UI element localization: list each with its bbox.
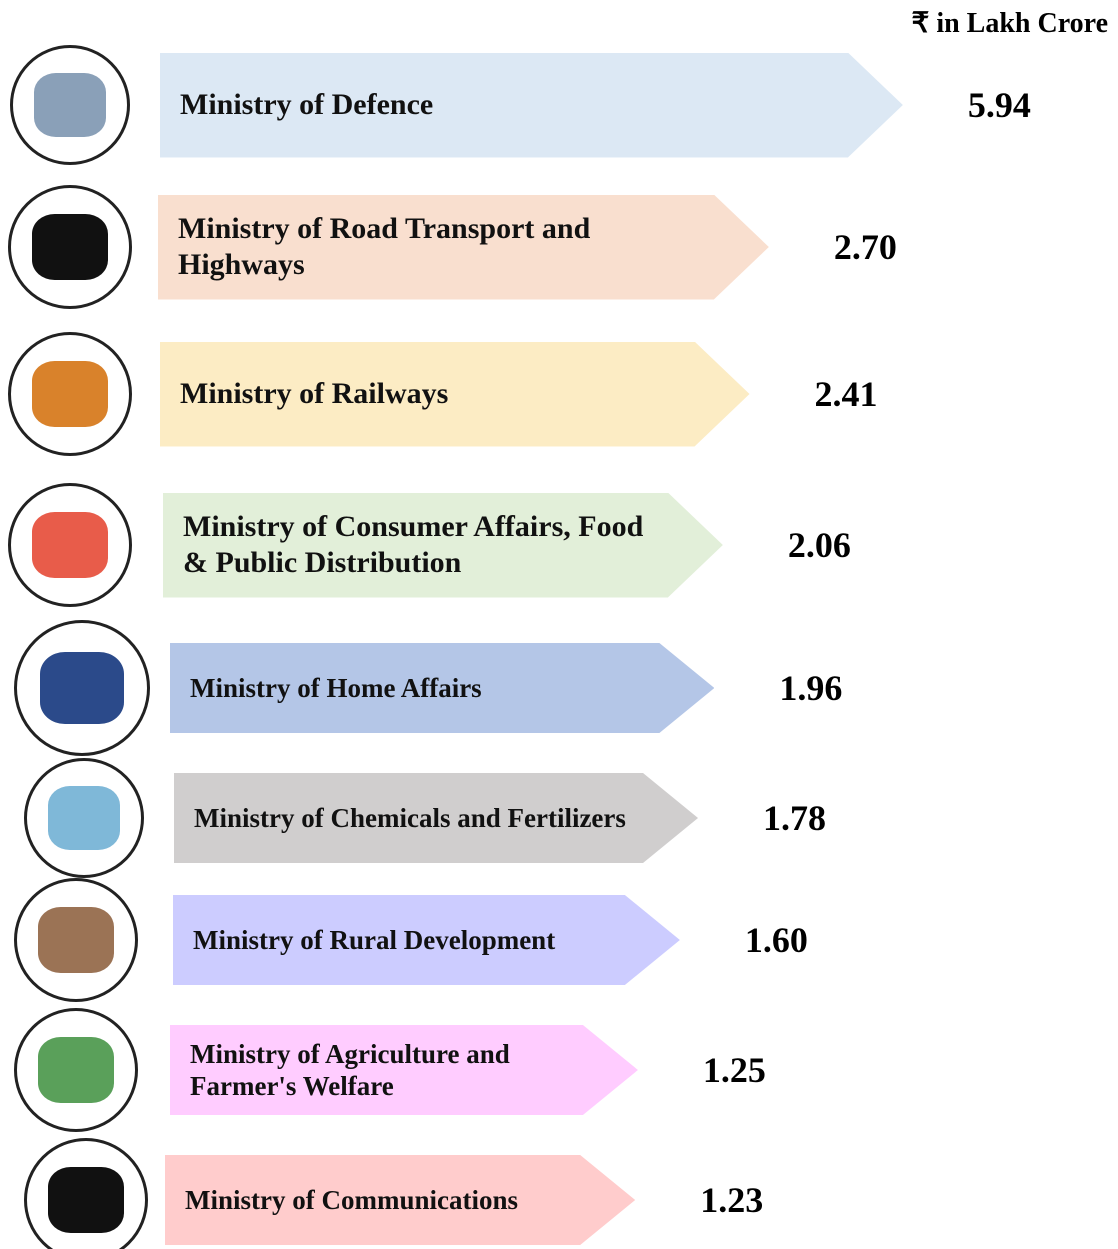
ministry-icon (8, 332, 132, 456)
icon-shape (33, 73, 107, 137)
bar (170, 643, 714, 733)
icon-shape (38, 1036, 114, 1104)
bar-label: Ministry of Home Affairs (190, 672, 482, 703)
icon-shape (32, 511, 108, 579)
bar (160, 53, 903, 158)
bar-label: Ministry of Road Transport and Highways (178, 212, 591, 281)
value-label: 2.41 (814, 374, 878, 414)
bar (165, 1155, 635, 1245)
value-label: 5.94 (967, 85, 1031, 125)
bar (160, 342, 750, 447)
ministry-icon (8, 185, 132, 309)
icon-shape (40, 651, 124, 725)
bar-label: Ministry of Communications (185, 1184, 518, 1215)
icon-shape (32, 213, 108, 281)
ministry-icon (24, 758, 144, 878)
bar-label: Ministry of Railways (180, 377, 449, 410)
icon-shape (32, 360, 108, 428)
bar (158, 195, 769, 300)
icon-shape (38, 906, 114, 974)
ministry-icon (8, 483, 132, 607)
value-label: 2.06 (787, 525, 851, 565)
ministry-icon (24, 1138, 148, 1249)
icon-shape (48, 1166, 124, 1234)
ministry-icon (10, 45, 130, 165)
value-label: 1.60 (744, 920, 808, 960)
value-label: 2.70 (833, 227, 897, 267)
bar (174, 773, 698, 863)
value-label: 1.78 (763, 798, 827, 838)
bar-label: Ministry of Rural Development (193, 924, 556, 955)
value-label: 1.25 (702, 1050, 766, 1090)
bar-label: Ministry of Agriculture and Farmer's Wel… (190, 1038, 510, 1101)
bar (163, 493, 723, 598)
bar (173, 895, 680, 985)
ministry-icon (14, 1008, 138, 1132)
bar-label: Ministry of Defence (180, 88, 434, 121)
unit-label: ₹ in Lakh Crore (911, 8, 1108, 39)
value-label: 1.96 (779, 668, 843, 708)
bar-label: Ministry of Chemicals and Fertilizers (194, 802, 626, 833)
ministry-icon (14, 620, 150, 756)
bar-label: Ministry of Consumer Affairs, Food & Pub… (183, 510, 644, 579)
icon-shape (47, 786, 121, 850)
value-label: 1.23 (700, 1180, 764, 1220)
ministry-icon (14, 878, 138, 1002)
bar (170, 1025, 638, 1115)
